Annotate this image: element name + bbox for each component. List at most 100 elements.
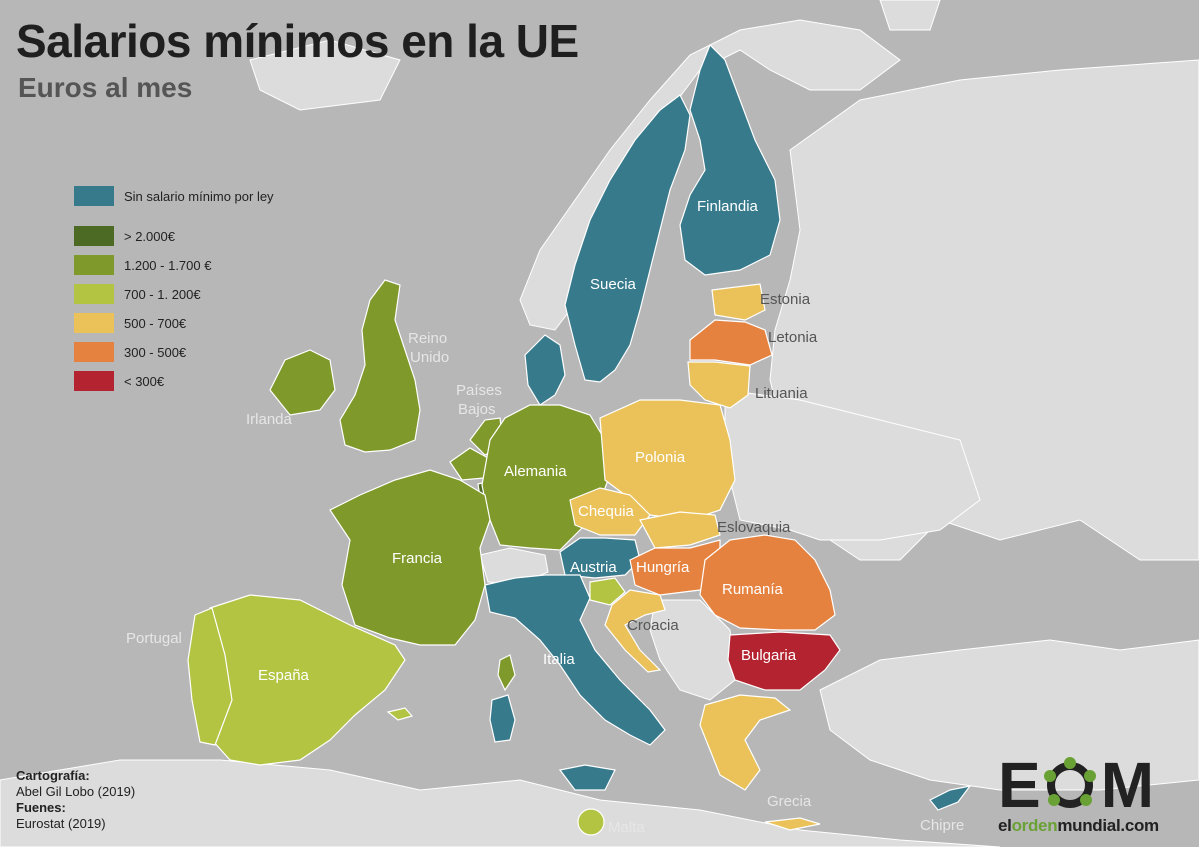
label-francia: Francia — [392, 550, 443, 567]
label-bulgaria: Bulgaria — [741, 647, 797, 664]
country-bulgaria[interactable] — [727, 631, 841, 691]
label-lituania: Lituania — [755, 385, 808, 402]
label-estonia: Estonia — [760, 291, 811, 308]
legend-label: 700 - 1. 200€ — [124, 286, 201, 302]
legend-label: < 300€ — [124, 373, 165, 389]
logo-globe-icon — [1041, 756, 1099, 814]
label-rumania: Rumanía — [722, 581, 784, 598]
label-irlanda: Irlanda — [246, 411, 293, 428]
label-eslovaquia: Eslovaquia — [717, 519, 791, 536]
legend-label: 1.200 - 1.700 € — [124, 257, 212, 273]
country-sicilia[interactable] — [558, 764, 616, 791]
legend-swatch — [74, 371, 114, 391]
land-turkey — [819, 639, 1199, 791]
legend-label: 300 - 500€ — [124, 344, 187, 360]
label-hungria: Hungría — [636, 559, 690, 576]
map-labels: Finlandia Suecia Estonia Letonia Lituani… — [126, 198, 964, 836]
legend-item: > 2.000€ — [74, 226, 274, 246]
country-irlanda[interactable] — [269, 349, 336, 416]
label-grecia: Grecia — [767, 793, 812, 810]
logo-letter-e: E — [998, 749, 1041, 821]
credits-cartografia-value: Abel Gil Lobo (2019) — [16, 784, 136, 799]
logo-site-part: mundial — [1057, 816, 1121, 835]
eom-logo: E M elordenmundial.com — [998, 752, 1188, 842]
credits-fuentes-value: Eurostat (2019) — [16, 816, 106, 831]
label-letonia: Letonia — [768, 329, 818, 346]
label-chequia: Chequia — [578, 503, 635, 520]
page-title: Salarios mínimos en la UE — [16, 15, 579, 67]
credits: Cartografía: Abel Gil Lobo (2019) Fuenes… — [16, 768, 135, 832]
legend-swatch — [74, 255, 114, 275]
label-malta: Malta — [608, 819, 645, 836]
country-malta[interactable] — [577, 808, 605, 836]
credits-cartografia-head: Cartografía: — [16, 768, 90, 783]
country-croacia[interactable] — [604, 589, 666, 673]
label-austria: Austria — [570, 559, 617, 576]
legend-item: < 300€ — [74, 371, 274, 391]
label-alemania: Alemania — [504, 463, 567, 480]
logo-letter-m: M — [1100, 749, 1154, 821]
label-reino-2: Unido — [410, 349, 449, 366]
legend-item: Sin salario mínimo por ley — [74, 186, 274, 206]
label-polonia: Polonia — [635, 449, 686, 466]
label-espana: España — [258, 667, 310, 684]
legend-label: 500 - 700€ — [124, 315, 187, 331]
legend-swatch — [74, 284, 114, 304]
page-subtitle: Euros al mes — [18, 72, 193, 103]
label-paises-1: Países — [456, 382, 502, 399]
legend-swatch — [74, 186, 114, 206]
country-chipre[interactable] — [929, 785, 972, 811]
label-italia: Italia — [543, 651, 575, 668]
label-chipre: Chipre — [920, 817, 964, 834]
legend-item: 1.200 - 1.700 € — [74, 255, 274, 275]
legend-item: 500 - 700€ — [74, 313, 274, 333]
land-balkans — [649, 599, 736, 701]
legend-item: 300 - 500€ — [74, 342, 274, 362]
country-rumania[interactable] — [699, 534, 836, 631]
legend-swatch — [74, 342, 114, 362]
country-lituania[interactable] — [687, 361, 751, 409]
label-finlandia: Finlandia — [697, 198, 759, 215]
country-portugal[interactable] — [187, 607, 233, 746]
logo-site-part: el — [998, 816, 1012, 835]
credits-fuentes-head: Fuenes: — [16, 800, 66, 815]
logo-letters: E M — [998, 752, 1188, 818]
land-ukraine — [724, 389, 981, 541]
legend-label: > 2.000€ — [124, 228, 175, 244]
country-finlandia[interactable] — [679, 43, 781, 276]
label-croacia: Croacia — [627, 617, 679, 634]
country-estonia[interactable] — [711, 283, 766, 321]
country-creta[interactable] — [764, 817, 821, 831]
country-corcega[interactable] — [497, 654, 516, 692]
land-africa — [0, 759, 1001, 847]
land-svalbard — [879, 0, 941, 31]
country-grecia[interactable] — [699, 694, 792, 791]
logo-site: elordenmundial.com — [998, 816, 1188, 836]
land-switzerland — [479, 547, 549, 585]
label-paises-2: Bajos — [458, 401, 496, 418]
logo-site-part: orden — [1011, 816, 1058, 835]
logo-site-part: .com — [1120, 816, 1159, 835]
country-reino-unido[interactable] — [339, 279, 421, 453]
country-francia[interactable] — [329, 469, 491, 646]
label-suecia: Suecia — [590, 276, 637, 293]
globe-icon — [1043, 757, 1096, 808]
legend: Sin salario mínimo por ley > 2.000€ 1.20… — [74, 186, 274, 400]
country-baleares[interactable] — [386, 707, 414, 721]
country-dinamarca[interactable] — [524, 334, 566, 406]
legend-swatch — [74, 226, 114, 246]
legend-item: 700 - 1. 200€ — [74, 284, 274, 304]
country-letonia[interactable] — [689, 319, 773, 366]
land-iceland — [249, 39, 401, 111]
country-cerdena[interactable] — [489, 694, 516, 743]
country-suecia[interactable] — [564, 94, 691, 383]
label-reino-1: Reino — [408, 330, 447, 347]
country-italia[interactable] — [484, 574, 666, 746]
legend-label: Sin salario mínimo por ley — [124, 188, 274, 204]
label-portugal: Portugal — [126, 630, 182, 647]
legend-swatch — [74, 313, 114, 333]
eu-countries — [187, 43, 972, 836]
